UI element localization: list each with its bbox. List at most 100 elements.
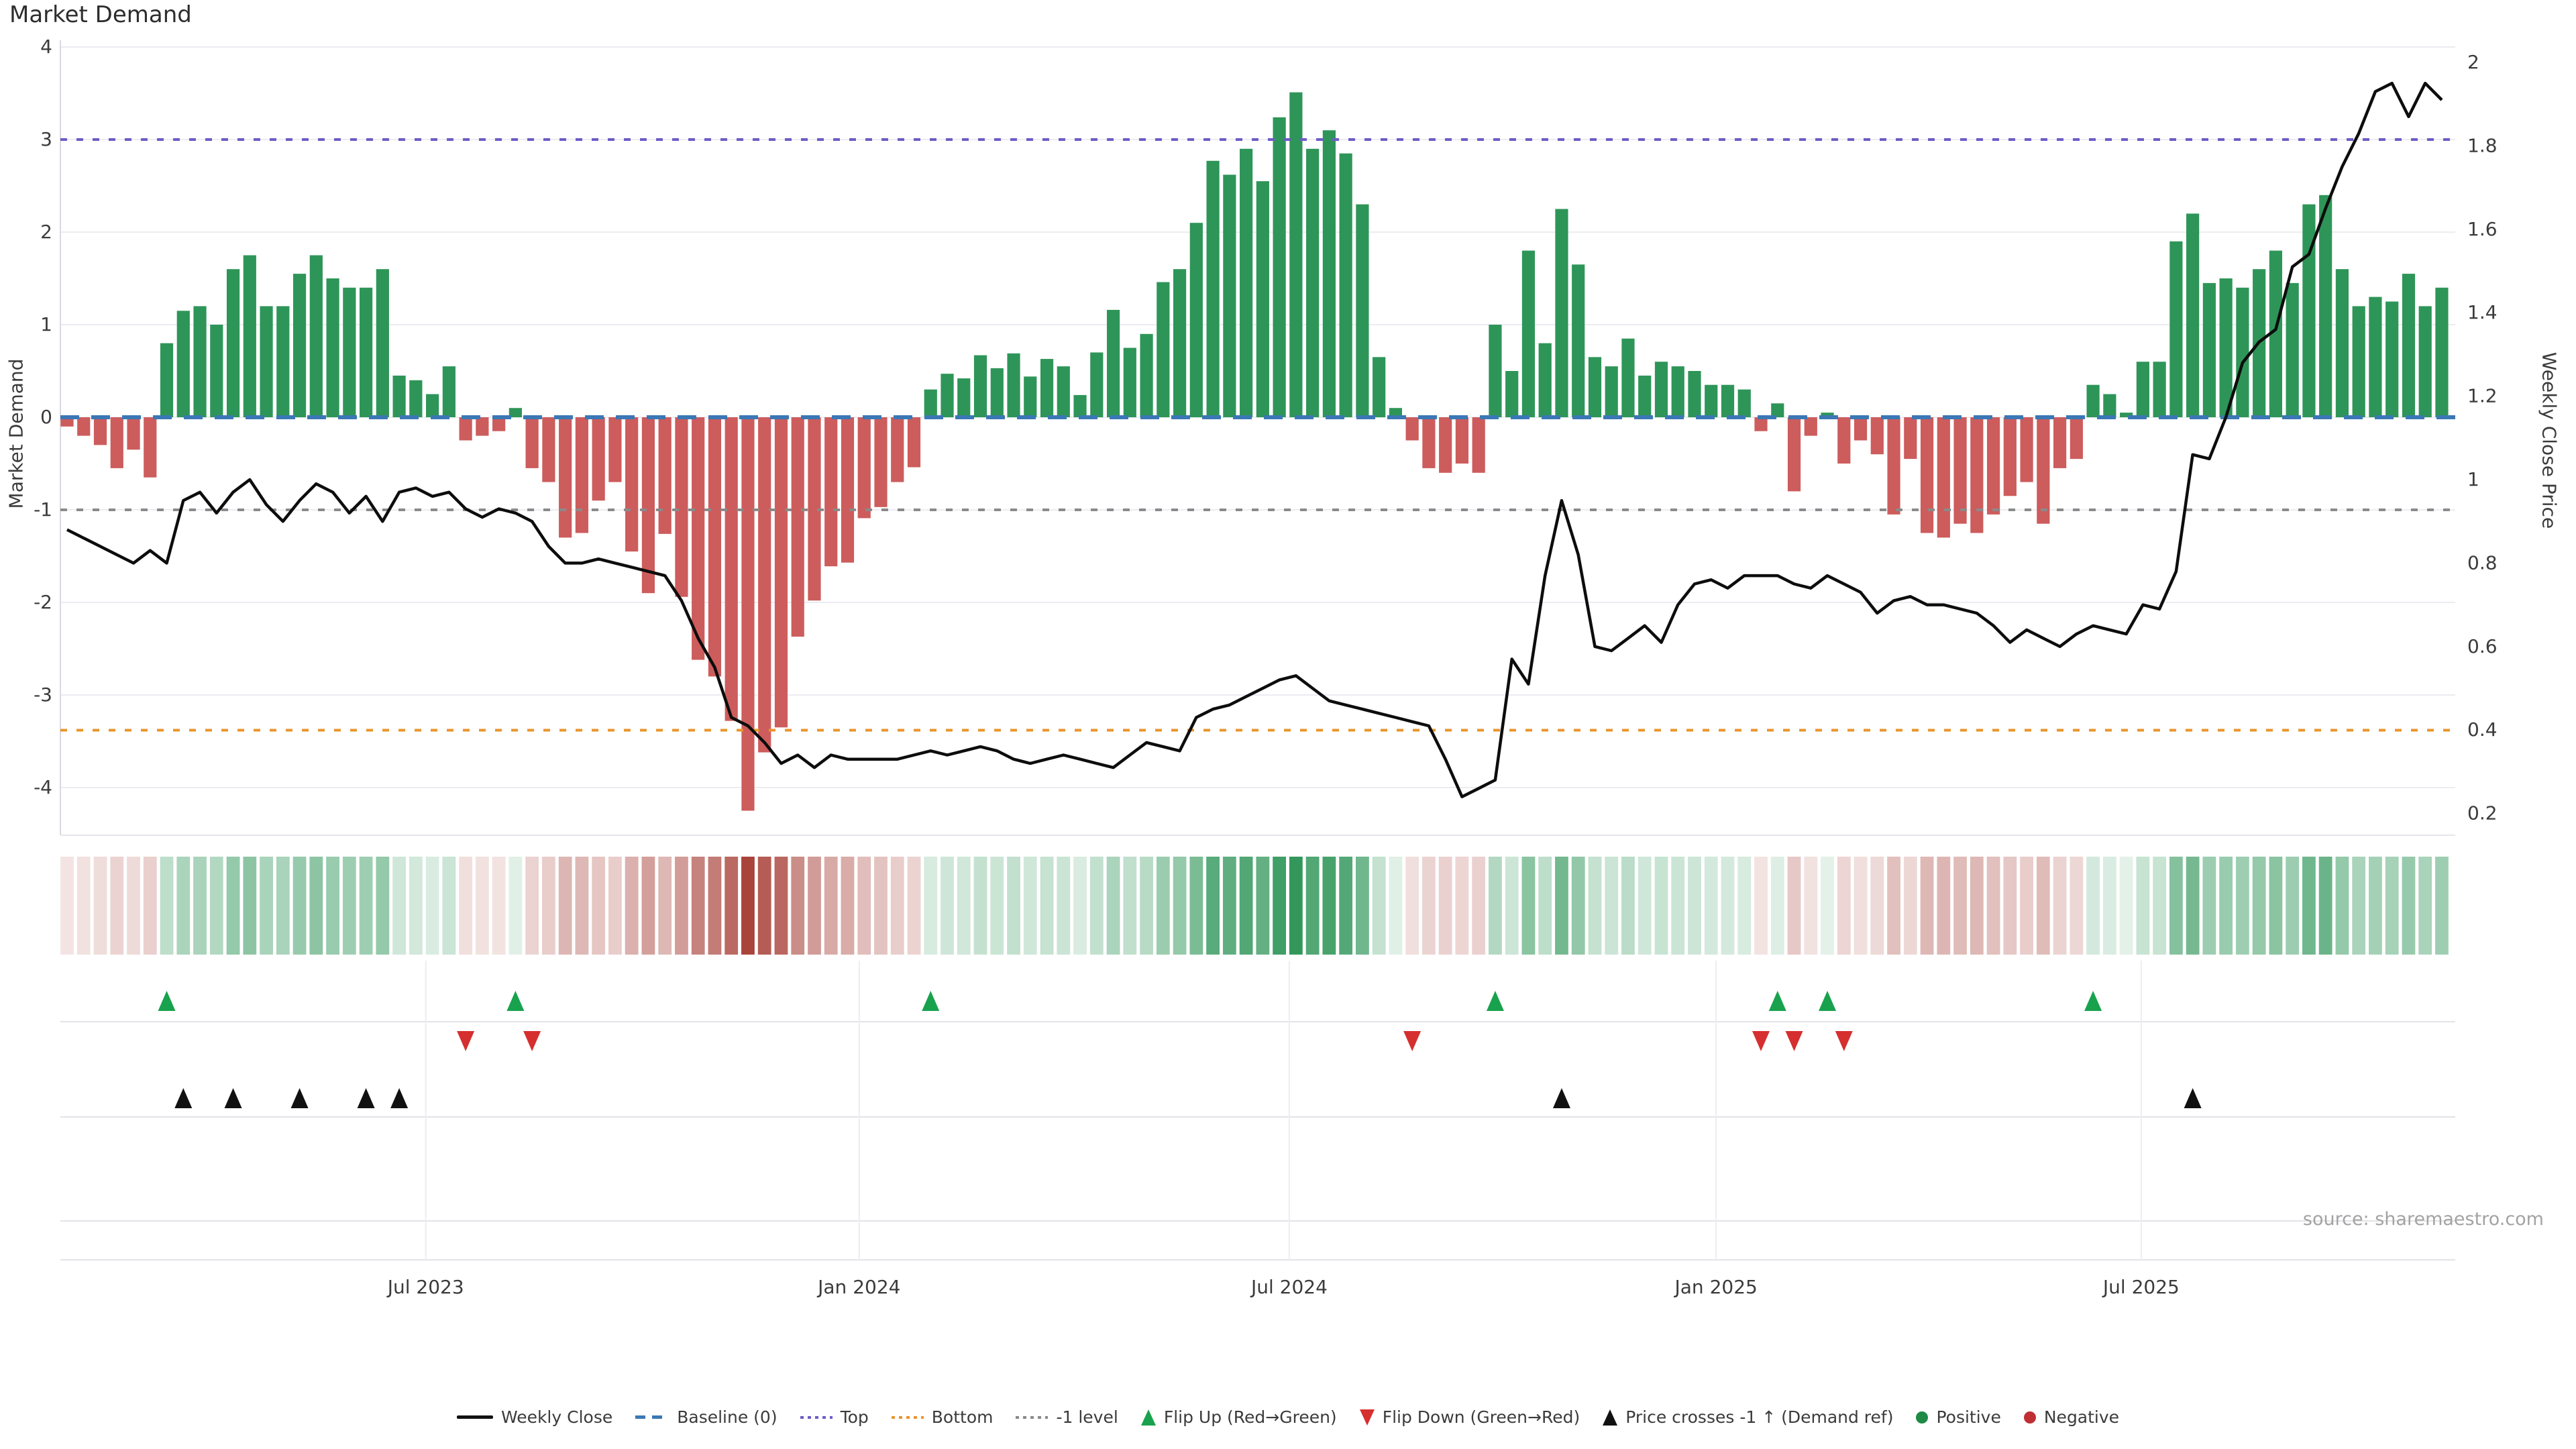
heatmap-cell — [1106, 857, 1120, 955]
left-axis-tick: 1 — [40, 313, 52, 335]
heatmap-cell — [1239, 857, 1253, 955]
demand-bar — [1555, 209, 1568, 417]
heatmap-cell — [924, 857, 938, 955]
heatmap-cell — [2169, 857, 2183, 955]
demand-bar — [1389, 408, 1402, 417]
heatmap-cell — [757, 857, 771, 955]
demand-bar — [426, 394, 439, 417]
legend-tri-down-icon — [1359, 1409, 1375, 1426]
heatmap-cell — [1621, 857, 1635, 955]
heatmap-cell — [1837, 857, 1851, 955]
heatmap-cell — [973, 857, 987, 955]
left-axis-label: Market Demand — [5, 358, 28, 509]
legend-label: Flip Up (Red→Green) — [1163, 1407, 1337, 1427]
heatmap-cell — [874, 857, 888, 955]
heatmap-cell — [1821, 857, 1834, 955]
right-axis-tick: 1.8 — [2467, 134, 2498, 156]
flip-up-marker — [1819, 991, 1837, 1011]
heatmap-cell — [957, 857, 971, 955]
heatmap-cell — [724, 857, 739, 955]
heatmap-cell — [2335, 857, 2349, 955]
demand-bar — [1887, 417, 1900, 515]
demand-bar — [1771, 403, 1784, 417]
demand-bar — [2385, 301, 2399, 417]
heatmap-cell — [2020, 857, 2033, 955]
left-axis-tick: 3 — [40, 128, 52, 150]
legend-label: Bottom — [931, 1407, 994, 1427]
x-axis-tick: Jul 2023 — [386, 1276, 464, 1298]
heatmap-cell — [226, 857, 240, 955]
demand-bar — [2286, 282, 2299, 417]
demand-bar — [525, 417, 539, 468]
price-cross-marker — [1552, 1088, 1570, 1108]
demand-bar — [226, 269, 240, 417]
heatmap-cell — [425, 857, 439, 955]
demand-bar — [774, 417, 788, 728]
x-axis-tick: Jul 2024 — [1250, 1276, 1328, 1298]
demand-bar — [2037, 417, 2050, 524]
demand-bar — [1505, 371, 1519, 417]
heatmap-cell — [2302, 857, 2316, 955]
heatmap-cell — [76, 857, 91, 955]
heatmap-cell — [658, 857, 672, 955]
demand-bar — [2335, 269, 2349, 417]
right-axis-tick: 0.8 — [2467, 551, 2498, 574]
demand-bar — [243, 255, 256, 417]
right-axis-tick: 0.6 — [2467, 635, 2498, 657]
heatmap-cell — [625, 857, 639, 955]
demand-bar — [2402, 274, 2416, 417]
demand-bar — [376, 269, 389, 417]
demand-bar — [2186, 213, 2200, 417]
demand-bar — [1472, 417, 1485, 473]
heatmap-cell — [608, 857, 622, 955]
flip-up-marker — [922, 991, 940, 1011]
demand-bar — [1007, 353, 1020, 417]
demand-bar — [110, 417, 123, 468]
right-axis-tick: 0.2 — [2467, 802, 2498, 824]
heatmap-cell — [558, 857, 572, 955]
demand-bar — [1588, 357, 1602, 417]
heatmap-cell — [1588, 857, 1602, 955]
heatmap-cell — [741, 857, 755, 955]
heatmap-cell — [1073, 857, 1087, 955]
demand-bar — [60, 417, 74, 427]
flip-down-marker — [1785, 1031, 1803, 1051]
demand-bar — [1123, 347, 1136, 417]
demand-bar — [1289, 92, 1303, 417]
demand-bar — [874, 417, 888, 507]
legend-tri-up-icon — [1140, 1409, 1156, 1426]
demand-bar — [1538, 343, 1552, 417]
heatmap-cell — [309, 857, 323, 955]
heatmap-cell — [1256, 857, 1270, 955]
demand-bar — [1273, 117, 1286, 417]
demand-bar — [1240, 148, 1253, 418]
right-axis-tick: 0.4 — [2467, 718, 2498, 741]
heatmap-cell — [2236, 857, 2249, 955]
demand-bar — [210, 325, 223, 417]
heatmap-cell — [2186, 857, 2200, 955]
demand-bar — [841, 417, 855, 563]
legend-item: Top — [800, 1407, 869, 1427]
flip-up-marker — [2084, 991, 2102, 1011]
right-axis-tick: 1.4 — [2467, 301, 2498, 323]
left-axis-tick: 0 — [40, 406, 52, 428]
x-axis-tick: Jan 2024 — [816, 1276, 900, 1298]
demand-bar — [2136, 362, 2149, 417]
heatmap-cell — [2269, 857, 2283, 955]
heatmap-cell — [442, 857, 456, 955]
demand-bar — [326, 278, 339, 417]
demand-bar — [1804, 417, 1817, 436]
demand-bar — [2169, 241, 2183, 417]
demand-bar — [1157, 282, 1170, 417]
heatmap-cell — [2070, 857, 2084, 955]
demand-bar — [1754, 417, 1768, 431]
heatmap-cell — [1489, 857, 1502, 955]
demand-bar — [1920, 417, 1934, 533]
heatmap-cell — [541, 857, 555, 955]
heatmap-cell — [1870, 857, 1884, 955]
heatmap-cell — [1007, 857, 1020, 955]
demand-bar — [1339, 153, 1352, 417]
flip-up-marker — [158, 991, 176, 1011]
heatmap-cell — [1920, 857, 1934, 955]
